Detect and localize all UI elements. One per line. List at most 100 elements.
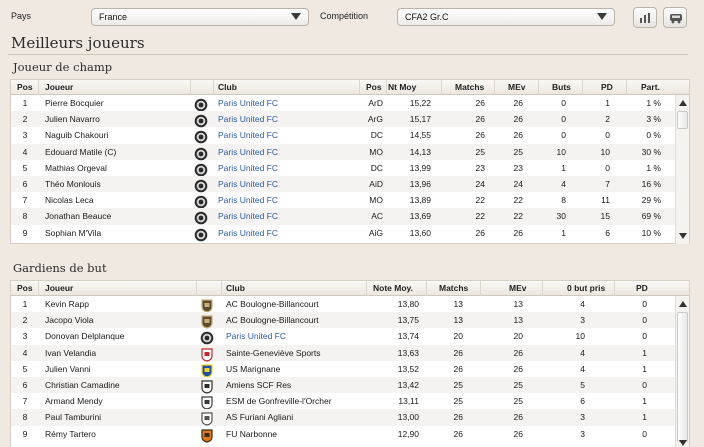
column-header[interactable]: Pos: [17, 82, 33, 92]
column-header[interactable]: Pos: [366, 82, 382, 92]
table-row[interactable]: 2 Julien Navarro Paris United FC ArG 15,17 26…: [11, 111, 689, 128]
player-name[interactable]: Rémy Tartero: [45, 428, 96, 439]
column-header[interactable]: MEv: [509, 283, 527, 293]
column-header[interactable]: Pos: [17, 283, 33, 293]
club-link[interactable]: Amiens SCF Res: [226, 379, 292, 390]
table-row[interactable]: 1 Kevin Rapp AC Boulogne-Billancourt 13,80 1…: [11, 296, 689, 313]
table-row[interactable]: 4 Edouard Matile (C) Paris United FC MO 14,1…: [11, 143, 689, 160]
club-link[interactable]: Paris United FC: [218, 162, 278, 173]
table-row[interactable]: 5 Julien Vanni US Marignane 13,52 26 26 4 1: [11, 361, 689, 378]
player-name[interactable]: Jacopo Viola: [45, 315, 94, 326]
stats-button[interactable]: [633, 7, 657, 28]
pos-cell: 9: [22, 227, 28, 238]
table-row[interactable]: 6 Théo Monlouis Paris United FC AiD 13,96 24 2…: [11, 175, 689, 193]
club-link[interactable]: Paris United FC: [218, 178, 278, 189]
player-name[interactable]: Pierre Bocquier: [45, 98, 104, 108]
club-link[interactable]: Paris United FC: [218, 146, 278, 157]
player-name[interactable]: Sophian M'Vila: [45, 227, 102, 238]
club-link[interactable]: Paris United FC: [218, 227, 278, 238]
scroll-thumb[interactable]: [677, 111, 688, 129]
player-name[interactable]: Donovan Delplanque: [45, 331, 125, 342]
table-row[interactable]: 4 Ivan Velandia Sainte-Geneviève Sports 13,…: [11, 344, 689, 362]
participation-cell: 3 %: [646, 114, 661, 125]
gonfreville-badge-icon: [201, 396, 213, 410]
column-header[interactable]: Club: [226, 283, 245, 293]
table-row[interactable]: 8 Paul Tamburini AS Furiani Agliani 13,00 26…: [11, 409, 689, 426]
player-name[interactable]: Ivan Velandia: [45, 347, 97, 358]
country-select[interactable]: France: [91, 8, 309, 26]
column-header[interactable]: PD: [601, 82, 613, 92]
club-link[interactable]: Paris United FC: [218, 130, 278, 141]
player-name[interactable]: Kevin Rapp: [45, 299, 89, 309]
rating-cell: 13,99: [409, 162, 431, 173]
pos-cell: 7: [22, 195, 28, 206]
clean-sheets-cell: 4: [580, 363, 585, 374]
column-header[interactable]: Club: [218, 82, 237, 92]
player-name[interactable]: Armand Mendy: [45, 396, 103, 407]
player-name[interactable]: Naguib Chakouri: [45, 130, 109, 141]
club-link[interactable]: AS Furiani Agliani: [226, 412, 294, 423]
table-row[interactable]: 3 Donovan Delplanque Paris United FC 13,74 2…: [11, 328, 689, 345]
table-row[interactable]: 5 Mathias Orgeval Paris United FC DC 13,99 23…: [11, 160, 689, 177]
rating-cell: 13,80: [397, 299, 419, 309]
club-link[interactable]: US Marignane: [226, 363, 281, 374]
participation-cell: 29 %: [641, 195, 661, 206]
club-link[interactable]: AC Boulogne-Billancourt: [226, 315, 319, 326]
club-link[interactable]: Paris United FC: [226, 331, 286, 342]
table-row[interactable]: 9 Rémy Tartero FU Narbonne 12,90 26 26 3 0: [11, 426, 689, 443]
column-header[interactable]: Nt Moy: [388, 82, 417, 92]
goalkeepers-scrollbar[interactable]: [675, 296, 689, 447]
club-link[interactable]: ESM de Gonfreville-l'Orcher: [226, 396, 332, 407]
mev-cell: 22: [513, 211, 523, 222]
table-row[interactable]: 9 Sophian M'Vila Paris United FC AiG 13,60 26…: [11, 225, 689, 241]
table-row[interactable]: 6 Christian Camadine Amiens SCF Res 13,42 25…: [11, 376, 689, 394]
club-link[interactable]: Paris United FC: [218, 195, 278, 206]
club-link[interactable]: FU Narbonne: [226, 428, 278, 439]
column-header[interactable]: Note Moy.: [373, 283, 413, 293]
player-name[interactable]: Paul Tamburini: [45, 412, 102, 423]
table-row[interactable]: 1 Pierre Bocquier Paris United FC ArD 15,22 2…: [11, 95, 689, 112]
table-row[interactable]: 7 Armand Mendy ESM de Gonfreville-l'Orcher…: [11, 393, 689, 410]
club-badge: [200, 380, 214, 394]
player-name[interactable]: Edouard Matile (C): [45, 146, 117, 157]
position-cell: ArG: [367, 114, 383, 125]
club-link[interactable]: AC Boulogne-Billancourt: [226, 299, 319, 309]
club-link[interactable]: Paris United FC: [218, 211, 278, 222]
player-name[interactable]: Christian Camadine: [45, 379, 120, 390]
column-header[interactable]: Buts: [552, 82, 571, 92]
column-header[interactable]: Joueur: [45, 82, 74, 92]
column-header[interactable]: 0 but pris: [567, 283, 606, 293]
club-link[interactable]: Paris United FC: [218, 98, 278, 108]
scroll-down-icon[interactable]: [679, 440, 687, 446]
scroll-thumb[interactable]: [677, 312, 688, 442]
vehicle-button[interactable]: [663, 7, 687, 28]
column-header[interactable]: MEv: [508, 82, 526, 92]
column-header[interactable]: Matchs: [455, 82, 485, 92]
competition-select[interactable]: CFA2 Gr.C: [397, 8, 615, 26]
column-header[interactable]: Matchs: [439, 283, 469, 293]
scroll-down-icon[interactable]: [679, 233, 687, 239]
assists-cell: 0: [642, 379, 647, 390]
table-row[interactable]: 2 Jacopo Viola AC Boulogne-Billancourt 13,7…: [11, 312, 689, 329]
club-link[interactable]: Sainte-Geneviève Sports: [226, 347, 321, 358]
table-row[interactable]: 8 Jonathan Beauce Paris United FC AC 13,69 22…: [11, 208, 689, 225]
player-name[interactable]: Nicolas Leca: [45, 195, 94, 206]
participation-cell: 16 %: [641, 178, 661, 189]
scroll-up-icon[interactable]: [679, 301, 687, 307]
club-link[interactable]: Paris United FC: [218, 114, 278, 125]
table-row[interactable]: 3 Naguib Chakouri Paris United FC DC 14,55 26…: [11, 127, 689, 144]
player-name[interactable]: Julien Navarro: [45, 114, 100, 125]
player-name[interactable]: Mathias Orgeval: [45, 162, 107, 173]
scroll-up-icon[interactable]: [679, 100, 687, 106]
column-header[interactable]: Joueur: [45, 283, 74, 293]
table-row[interactable]: 7 Nicolas Leca Paris United FC MO 13,89 22 22 8…: [11, 192, 689, 209]
player-name[interactable]: Jonathan Beauce: [45, 211, 112, 222]
field-players-table: Pos Joueur Club Pos Nt Moy Matchs MEv Bu…: [10, 79, 690, 244]
club-badge: [200, 364, 214, 378]
rating-cell: 15,17: [409, 114, 431, 125]
field-players-scrollbar[interactable]: [675, 95, 689, 244]
player-name[interactable]: Théo Monlouis: [45, 178, 101, 189]
player-name[interactable]: Julien Vanni: [45, 363, 91, 374]
column-header[interactable]: PD: [636, 283, 648, 293]
column-header[interactable]: Part.: [641, 82, 660, 92]
